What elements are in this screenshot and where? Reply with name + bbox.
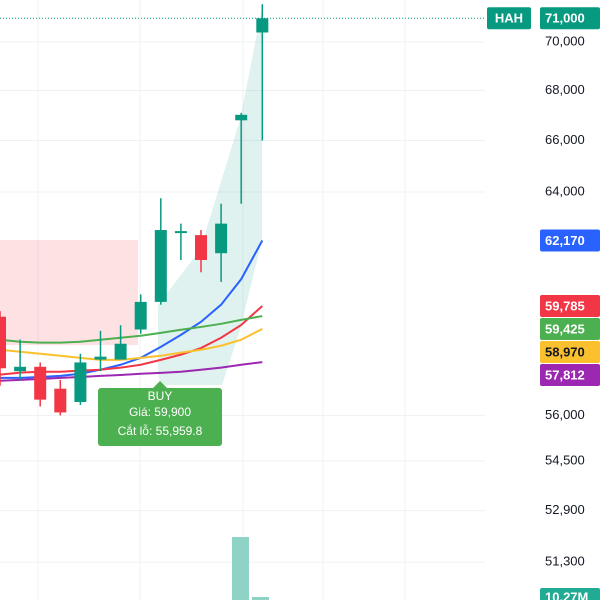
symbol-badge (487, 7, 531, 30)
y-tick-label: 54,500 (545, 452, 585, 467)
y-tick-label: 68,000 (545, 82, 585, 97)
ma-badge-text: 57,812 (545, 367, 585, 382)
candle-body (154, 230, 167, 302)
ma-badge (540, 294, 600, 317)
ma-badge-text: 59,425 (545, 321, 585, 336)
candle-body (134, 301, 147, 330)
ma-badge (540, 229, 600, 252)
last-price-badge-text: 71,000 (545, 11, 585, 26)
volume-bar (252, 597, 269, 600)
annotation-title: BUY (148, 389, 173, 403)
candle-body (174, 231, 187, 234)
ma-badge-text: 62,170 (545, 233, 585, 248)
volume-bar (232, 537, 249, 600)
candle-body (94, 356, 107, 360)
ma-line (0, 328, 263, 361)
annotation-stop: Cắt lỗ: 55,959.8 (118, 423, 203, 438)
candle-body (0, 316, 6, 369)
candle-body (256, 18, 269, 33)
symbol-text: HAH (495, 11, 523, 26)
ma-badge-text: 59,785 (545, 298, 585, 313)
price-axis: 70,000 68,000 66,000 64,000 56,000 54,500 52,9… (485, 0, 600, 605)
candle-body (14, 366, 27, 372)
buy-annotation: BUY Giá: 59,900 Cắt lỗ: 55,959.8 (98, 381, 222, 446)
y-tick-label: 51,300 (545, 554, 585, 569)
ma-badge (540, 340, 600, 363)
candle-body (235, 114, 248, 121)
last-price-badge (540, 7, 600, 30)
candle-body (114, 343, 127, 360)
ma-badge (540, 317, 600, 340)
ma-line (0, 315, 263, 344)
target-zone (158, 8, 262, 385)
annotation-price: Giá: 59,900 (129, 405, 191, 419)
y-tick-label: 70,000 (545, 33, 585, 48)
y-tick-label: 64,000 (545, 183, 585, 198)
y-tick-label: 66,000 (545, 132, 585, 147)
candle-body (195, 235, 207, 260)
ma-badge (540, 363, 600, 386)
volume-badge-text: 10.27M (545, 589, 588, 600)
candles (0, 4, 269, 416)
candle-body (54, 388, 67, 413)
y-tick-label: 56,000 (545, 407, 585, 422)
candle-body (215, 223, 228, 254)
candle-body (74, 362, 87, 402)
vertical-grid (37, 0, 406, 600)
ma-badge-text: 58,970 (545, 344, 585, 359)
stop-zone (0, 240, 138, 345)
candle-body (34, 366, 47, 400)
y-tick-label: 52,900 (545, 502, 585, 517)
